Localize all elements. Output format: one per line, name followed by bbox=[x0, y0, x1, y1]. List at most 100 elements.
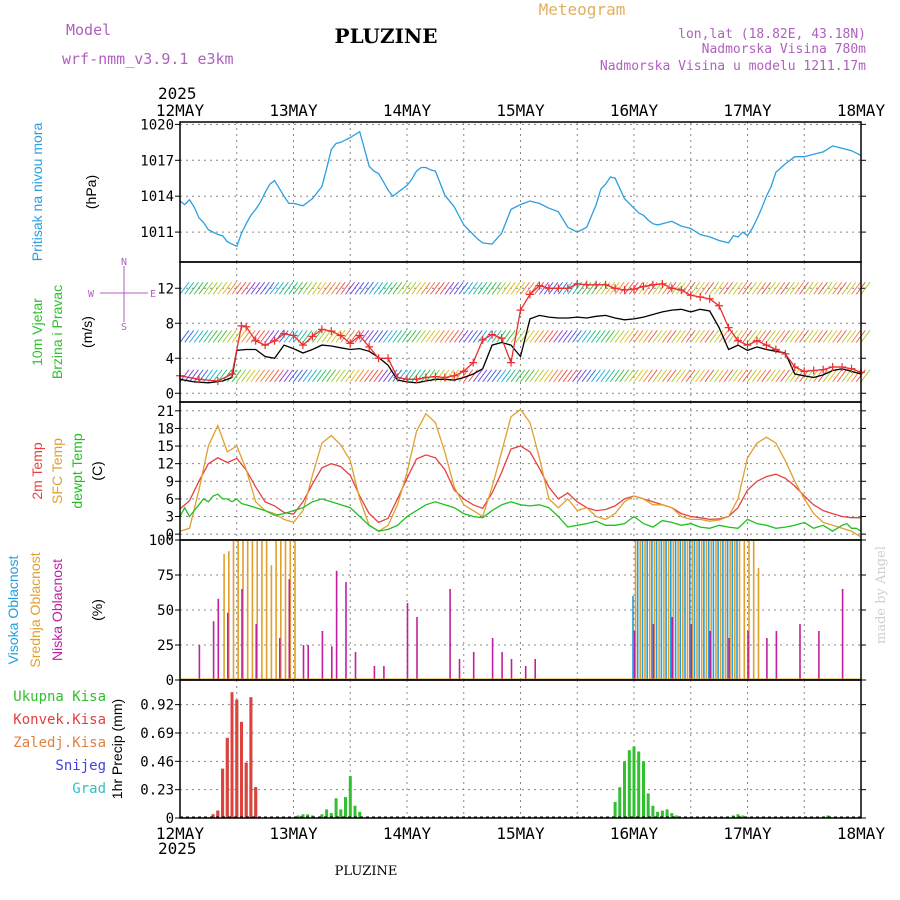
bar-niska-oblacnost bbox=[458, 659, 461, 680]
wind-barb bbox=[330, 281, 341, 295]
bar-srednja-oblacnost bbox=[757, 568, 760, 680]
wind-barb bbox=[288, 369, 299, 383]
bar-srednja-oblacnost bbox=[261, 540, 263, 680]
bar-ukupna-kisa bbox=[623, 761, 626, 818]
bar-srednja-oblacnost bbox=[677, 540, 679, 680]
bar-srednja-oblacnost bbox=[280, 540, 282, 680]
gust-marker bbox=[686, 291, 695, 300]
wind-barb bbox=[524, 330, 535, 343]
wind-barb bbox=[619, 369, 630, 383]
wind-barb bbox=[302, 330, 313, 343]
wind-barb bbox=[359, 281, 370, 295]
wind-barb bbox=[647, 330, 658, 343]
wind-barb bbox=[179, 281, 190, 295]
bar-srednja-oblacnost bbox=[682, 540, 684, 680]
wind-barb bbox=[718, 369, 729, 383]
gust-marker bbox=[800, 367, 809, 376]
gust-marker bbox=[582, 280, 591, 289]
wind-barb bbox=[818, 281, 828, 295]
y-tick-label-precip: 0.69 bbox=[140, 726, 174, 742]
wind-barb bbox=[534, 369, 545, 383]
bar-niska-oblacnost bbox=[345, 582, 347, 680]
wind-barb bbox=[742, 369, 753, 383]
wind-barb bbox=[515, 330, 526, 343]
wind-barb bbox=[496, 281, 507, 295]
wind-barb bbox=[255, 369, 266, 383]
ylabel-pressure: Pritisak na nivou mora bbox=[29, 123, 45, 262]
wind-barb bbox=[297, 369, 308, 383]
wind-barb bbox=[330, 330, 341, 343]
gust-marker bbox=[237, 321, 246, 330]
gust-marker bbox=[459, 367, 468, 376]
wind-barb bbox=[449, 330, 459, 343]
wind-barb bbox=[283, 369, 294, 383]
wind-barb bbox=[387, 369, 398, 383]
wind-barb bbox=[713, 369, 724, 383]
wind-barb bbox=[444, 330, 455, 343]
bar-ukupna-kisa bbox=[348, 776, 352, 818]
wind-barb bbox=[274, 369, 284, 383]
wind-barb bbox=[529, 369, 540, 383]
gust-marker bbox=[601, 280, 610, 289]
wind-barb bbox=[836, 369, 847, 383]
wind-barb bbox=[378, 330, 389, 343]
wind-barb bbox=[425, 330, 436, 343]
wind-barb bbox=[695, 330, 705, 343]
wind-barb bbox=[307, 369, 318, 383]
wind-barb bbox=[666, 330, 677, 343]
wind-barb bbox=[430, 281, 441, 295]
wind-barb bbox=[704, 281, 715, 295]
wind-barb bbox=[340, 369, 351, 383]
bar-visoka-oblacnost bbox=[679, 540, 682, 680]
wind-barb bbox=[184, 369, 195, 383]
wind-barb bbox=[728, 330, 738, 343]
wind-barb bbox=[605, 369, 616, 383]
wind-barb bbox=[382, 281, 393, 295]
gust-marker bbox=[592, 280, 601, 289]
wind-barb bbox=[685, 330, 696, 343]
bar-niska-oblacnost bbox=[307, 645, 309, 680]
wind-barb bbox=[203, 281, 214, 295]
wind-barb bbox=[628, 330, 639, 343]
wind-barb bbox=[770, 330, 781, 343]
gust-marker bbox=[554, 284, 563, 293]
wind-barb bbox=[236, 369, 247, 383]
wind-barb bbox=[321, 330, 332, 343]
gust-marker bbox=[308, 332, 317, 341]
panels-layer: 1011101410171020048120369121518210255075… bbox=[140, 117, 871, 827]
wind-barb bbox=[189, 330, 199, 343]
bar-srednja-oblacnost bbox=[228, 551, 230, 680]
wind-barb bbox=[661, 369, 672, 383]
wind-barb bbox=[695, 369, 705, 383]
bar-srednja-oblacnost bbox=[648, 540, 651, 680]
y-tick-label-pressure: 1014 bbox=[140, 189, 174, 205]
wind-barb bbox=[657, 369, 668, 383]
wind-barb bbox=[189, 281, 199, 295]
wind-barb bbox=[794, 330, 805, 343]
wind-barb bbox=[520, 281, 530, 295]
wind-barb bbox=[543, 369, 554, 383]
bar-niska-oblacnost bbox=[217, 598, 220, 680]
bar-ukupna-kisa bbox=[296, 815, 300, 818]
ylabel-temp-sfc: SFC Temp bbox=[49, 438, 65, 504]
wind-barb bbox=[212, 330, 223, 343]
x-tick-bottom-16may: 16MAY bbox=[610, 824, 659, 843]
wind-barb bbox=[808, 281, 819, 295]
wind-barb bbox=[690, 281, 701, 295]
bar-niska-oblacnost bbox=[747, 631, 749, 680]
wind-barb bbox=[780, 330, 791, 343]
wind-barb bbox=[860, 369, 871, 383]
bar-ukupna-kisa bbox=[646, 793, 650, 818]
bar-visoka-oblacnost bbox=[707, 540, 710, 680]
wind-barb bbox=[704, 330, 715, 343]
gust-marker bbox=[393, 373, 402, 382]
bar-ukupna-kisa bbox=[741, 815, 745, 818]
bar-srednja-oblacnost bbox=[289, 540, 292, 680]
wind-barb bbox=[680, 281, 691, 295]
wind-barb bbox=[557, 330, 568, 343]
bar-srednja-oblacnost bbox=[246, 540, 249, 680]
bar-niska-oblacnost bbox=[227, 612, 229, 680]
wind-barb bbox=[434, 369, 445, 383]
wind-barb bbox=[293, 330, 303, 343]
bar-srednja-oblacnost bbox=[738, 540, 741, 680]
